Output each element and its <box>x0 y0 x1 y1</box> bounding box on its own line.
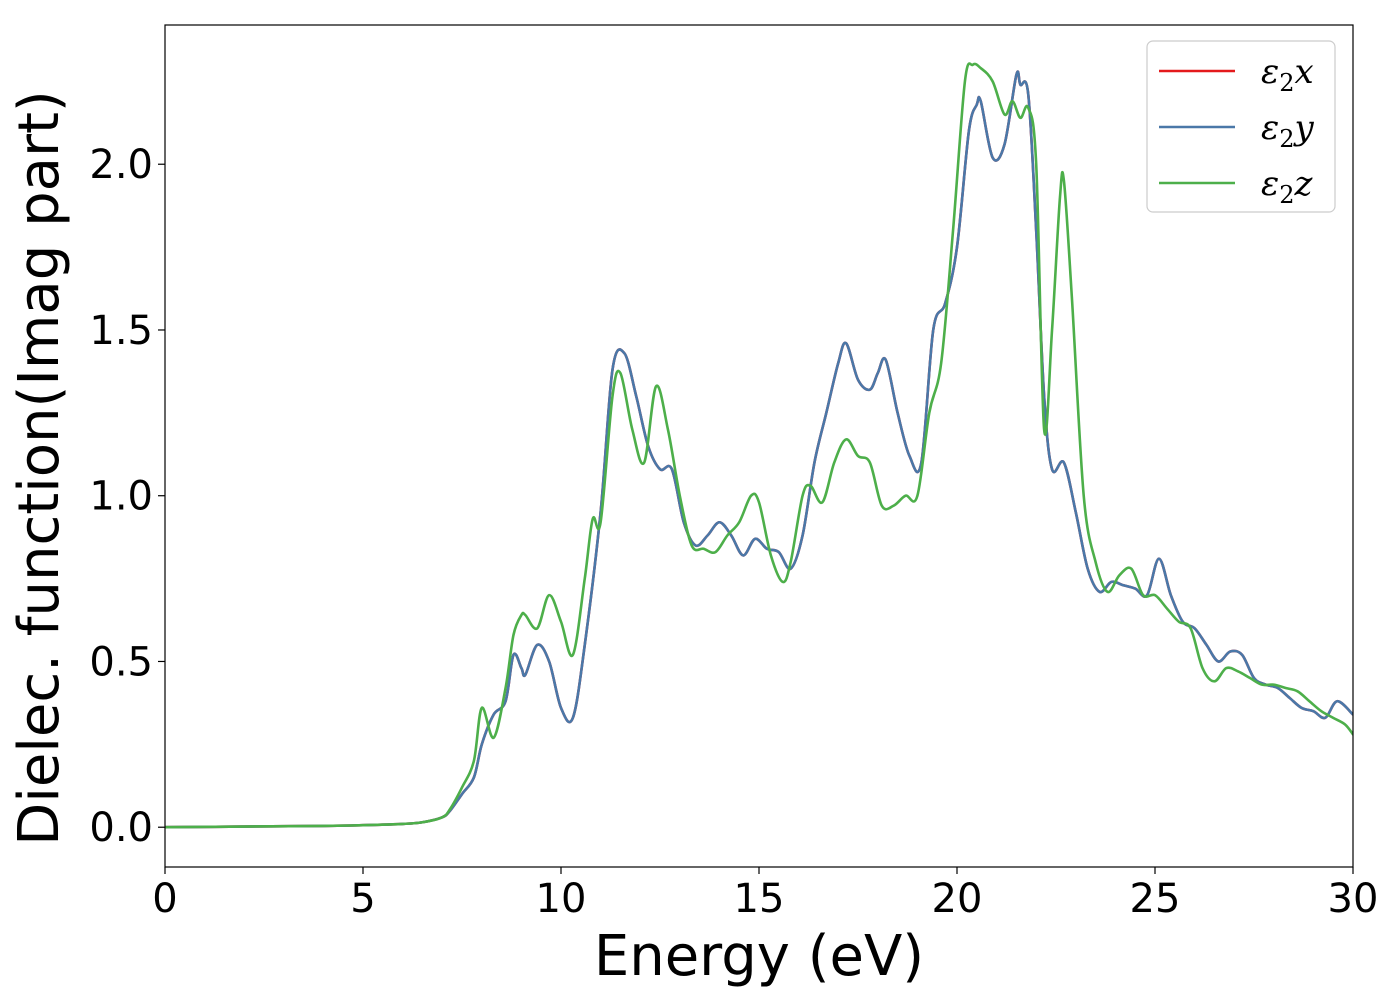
series-line-z <box>165 62 1353 829</box>
x-axis-label: Energy (eV) <box>594 924 924 989</box>
legend-box <box>1146 40 1336 213</box>
x-tick-label: 0 <box>152 876 177 922</box>
legend-label-z: ε2z <box>1261 164 1314 209</box>
y-tick-label: 0.0 <box>89 805 153 851</box>
legend-label-base: ε <box>1261 108 1279 148</box>
x-tick-label: 30 <box>1328 876 1379 922</box>
legend-label-sub: 2 <box>1279 69 1294 97</box>
x-tick-label: 15 <box>734 876 785 922</box>
x-tick-label: 5 <box>350 876 375 922</box>
y-tick-label: 2.0 <box>89 142 153 188</box>
y-tick-label: 1.0 <box>89 474 153 520</box>
series-layer <box>165 62 1353 829</box>
x-axis: 0 5 10 15 20 25 30 <box>152 867 1378 922</box>
legend-label-sub: 2 <box>1279 181 1294 209</box>
y-tick-label: 1.5 <box>89 308 153 354</box>
legend-label-x: ε2x <box>1261 52 1314 97</box>
legend-label-y: ε2y <box>1261 108 1315 153</box>
legend-label-tail: y <box>1293 108 1315 148</box>
series-line-y <box>165 70 1353 829</box>
x-tick-label: 10 <box>536 876 587 922</box>
y-axis-label: Dielec. function(Imag part) <box>7 90 72 846</box>
legend-label-base: ε <box>1261 52 1279 92</box>
y-tick-label: 0.5 <box>89 639 153 685</box>
legend-label-base: ε <box>1261 164 1279 204</box>
x-tick-label: 20 <box>932 876 983 922</box>
legend-label-tail: x <box>1295 52 1314 92</box>
legend-label-sub: 2 <box>1279 125 1294 153</box>
y-axis: 0.0 0.5 1.0 1.5 2.0 <box>89 142 165 851</box>
legend-label-tail: z <box>1294 164 1314 204</box>
x-tick-label: 25 <box>1130 876 1181 922</box>
